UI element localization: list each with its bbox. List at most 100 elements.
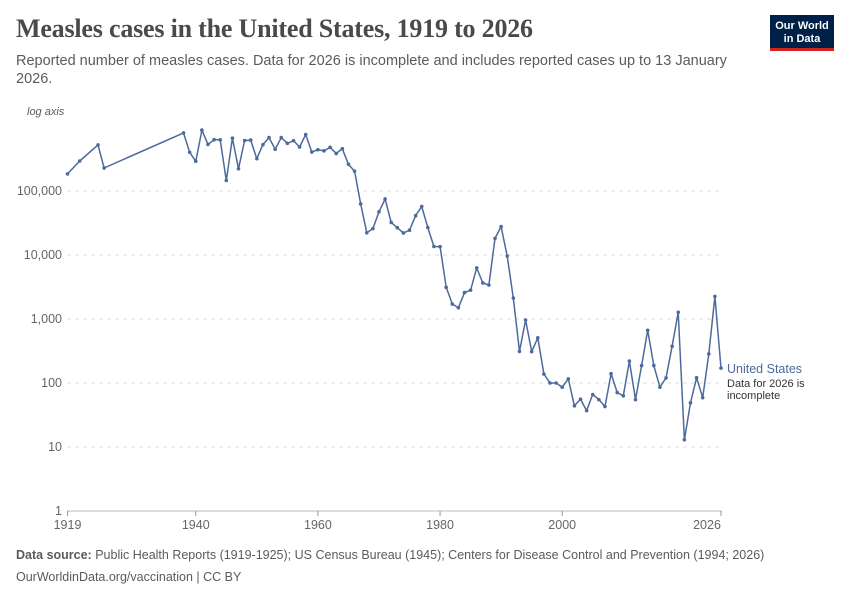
data-point-1970[interactable]	[377, 209, 381, 214]
data-point-2002[interactable]	[572, 404, 577, 408]
data-point-1981[interactable]	[444, 285, 448, 290]
data-point-1966[interactable]	[352, 169, 357, 173]
data-point-1969[interactable]	[371, 226, 375, 231]
data-point-1992[interactable]	[511, 296, 516, 300]
data-point-1975[interactable]	[407, 228, 412, 233]
data-point-1989[interactable]	[493, 236, 497, 241]
data-point-1961[interactable]	[322, 149, 326, 153]
data-point-1965[interactable]	[346, 162, 351, 167]
data-point-1943[interactable]	[212, 137, 216, 142]
data-point-2022[interactable]	[694, 375, 699, 380]
data-point-2010[interactable]	[621, 394, 626, 398]
series-line-united-states[interactable]	[66, 129, 722, 441]
data-point-1947[interactable]	[236, 166, 241, 171]
chart-title: Measles cases in the United States, 1919…	[16, 14, 533, 43]
chart-subtitle: Reported number of measles cases. Data f…	[16, 53, 727, 87]
data-point-1982[interactable]	[450, 302, 455, 306]
data-point-1993[interactable]	[517, 349, 522, 354]
data-point-1995[interactable]	[529, 349, 534, 354]
data-point-1988[interactable]	[487, 283, 491, 287]
data-point-1997[interactable]	[542, 372, 546, 376]
data-point-1959[interactable]	[309, 150, 314, 154]
data-point-2004[interactable]	[584, 408, 589, 413]
data-point-1998[interactable]	[548, 381, 552, 385]
data-point-2026[interactable]	[719, 366, 723, 370]
data-point-1957[interactable]	[297, 145, 302, 149]
data-point-1963[interactable]	[334, 151, 339, 156]
data-point-1960[interactable]	[316, 147, 320, 152]
data-point-2018[interactable]	[670, 344, 674, 349]
data-point-2013[interactable]	[639, 363, 644, 368]
url-license[interactable]: OurWorldinData.org/vaccination | CC BY	[16, 570, 242, 584]
data-point-2003[interactable]	[578, 397, 583, 401]
data-point-1983[interactable]	[456, 305, 461, 310]
data-point-2012[interactable]	[633, 397, 638, 402]
data-point-2000[interactable]	[560, 385, 565, 389]
data-point-2019[interactable]	[676, 310, 681, 315]
data-point-2020[interactable]	[682, 437, 687, 442]
data-point-1979[interactable]	[432, 244, 436, 249]
data-point-1996[interactable]	[535, 336, 540, 340]
data-point-1978[interactable]	[426, 225, 430, 230]
data-point-1987[interactable]	[481, 281, 485, 285]
data-point-1940[interactable]	[193, 159, 198, 164]
y-tick-label: 10,000	[24, 248, 62, 262]
data-point-1973[interactable]	[395, 225, 400, 230]
data-point-2015[interactable]	[652, 363, 656, 368]
data-point-1976[interactable]	[413, 213, 418, 218]
data-point-1980[interactable]	[438, 244, 442, 249]
data-point-1985[interactable]	[468, 288, 473, 292]
data-point-2001[interactable]	[566, 377, 571, 381]
data-point-2024[interactable]	[706, 352, 711, 356]
data-point-1948[interactable]	[242, 138, 247, 143]
data-point-1990[interactable]	[499, 224, 503, 229]
data-point-2016[interactable]	[658, 385, 662, 389]
data-point-1938[interactable]	[181, 131, 186, 135]
data-point-1984[interactable]	[462, 290, 467, 295]
data-point-1968[interactable]	[364, 230, 369, 235]
data-point-2008[interactable]	[609, 371, 613, 376]
data-point-2007[interactable]	[603, 404, 607, 409]
data-point-1986[interactable]	[474, 266, 479, 270]
data-point-1954[interactable]	[279, 135, 284, 140]
data-point-1974[interactable]	[401, 231, 406, 235]
data-point-2014[interactable]	[645, 328, 650, 333]
data-point-1919[interactable]	[65, 172, 70, 176]
data-point-1962[interactable]	[328, 145, 332, 150]
data-point-2025[interactable]	[713, 294, 717, 299]
data-point-1951[interactable]	[261, 142, 265, 147]
data-point-1955[interactable]	[285, 141, 290, 146]
data-point-2005[interactable]	[590, 392, 595, 397]
data-point-2006[interactable]	[597, 397, 601, 402]
data-point-1944[interactable]	[218, 138, 222, 142]
data-point-1971[interactable]	[383, 197, 387, 201]
data-point-1952[interactable]	[267, 135, 271, 140]
data-point-1949[interactable]	[248, 138, 253, 142]
data-point-1921[interactable]	[77, 159, 82, 163]
data-point-1924[interactable]	[96, 143, 100, 147]
data-point-1964[interactable]	[340, 146, 345, 151]
owid-logo[interactable]: Our World in Data	[770, 15, 834, 51]
data-point-2009[interactable]	[615, 390, 619, 395]
data-point-1967[interactable]	[358, 202, 363, 206]
data-point-1977[interactable]	[419, 204, 424, 209]
data-point-1925[interactable]	[102, 166, 106, 170]
data-point-1999[interactable]	[554, 381, 558, 385]
data-point-1991[interactable]	[505, 254, 510, 258]
data-point-1945[interactable]	[224, 178, 229, 183]
series-label[interactable]: United States	[727, 362, 802, 376]
data-point-1939[interactable]	[187, 150, 192, 155]
data-point-1950[interactable]	[255, 156, 259, 161]
data-point-1956[interactable]	[291, 138, 296, 143]
data-point-2017[interactable]	[664, 376, 668, 380]
data-point-1942[interactable]	[206, 142, 210, 147]
data-point-1953[interactable]	[273, 147, 277, 152]
data-point-1994[interactable]	[523, 318, 528, 322]
data-point-1941[interactable]	[200, 128, 204, 132]
data-point-1972[interactable]	[389, 220, 393, 225]
data-point-1958[interactable]	[303, 132, 308, 137]
data-point-1946[interactable]	[230, 136, 235, 140]
data-point-2021[interactable]	[688, 401, 693, 405]
data-point-2023[interactable]	[700, 395, 705, 400]
data-point-2011[interactable]	[627, 359, 632, 363]
